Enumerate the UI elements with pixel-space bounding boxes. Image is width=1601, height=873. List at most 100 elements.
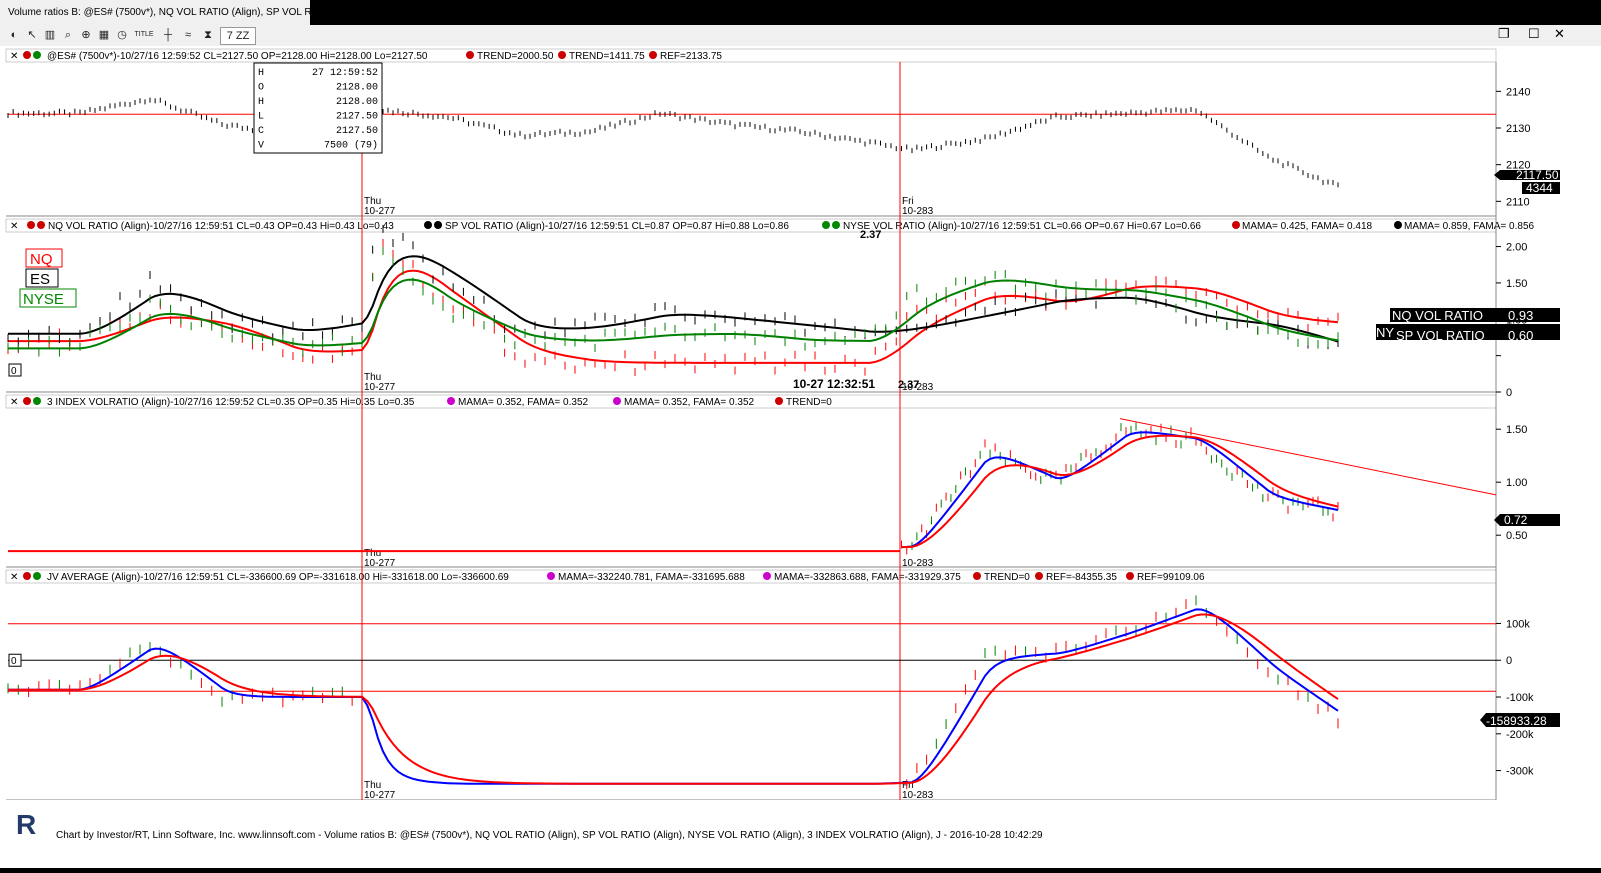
y-tick-label: -200k [1506, 729, 1534, 741]
jv-trend: TREND=0 [984, 572, 1030, 583]
thu-date-label-2: 10-277 [364, 382, 396, 393]
magnify-icon[interactable]: ⊕ [81, 29, 91, 41]
legend-es-box [25, 268, 59, 288]
thu-date-label: 10-277 [364, 206, 396, 217]
ratio-zero-box [8, 363, 22, 377]
pane-close-icon[interactable]: ✕ [10, 221, 18, 232]
y-tick-label: 2130 [1506, 123, 1530, 135]
black-dot-icon [434, 221, 442, 229]
jv-zero-box [8, 653, 22, 667]
index-last-value: 0.72 [1504, 513, 1528, 527]
jv-ref1: REF=-84355.35 [1046, 572, 1117, 583]
mama-dot-icon [1232, 221, 1240, 229]
clock-icon[interactable]: ◷ [117, 29, 127, 41]
maximize-icon[interactable]: ☐ [1528, 26, 1540, 41]
ref-dot-icon [649, 51, 657, 59]
ratio-annot-mid: 2.37 [898, 379, 919, 391]
thu-day-label: Thu [364, 196, 381, 207]
nyse-flag-label: NY [1376, 325, 1394, 340]
calendar-icon[interactable]: ▦ [98, 29, 110, 41]
footer-credit: Chart by Investor/RT, Linn Software, Inc… [56, 830, 1043, 841]
data-window-value: 2128.00 [336, 97, 378, 108]
index-mama1: MAMA= 0.352, FAMA= 0.352 [458, 397, 589, 408]
price-trend2: TREND=1411.75 [569, 51, 645, 62]
trend-dot-icon [973, 572, 981, 580]
index-last-flag: 0.72 [1494, 513, 1560, 527]
thu-day-label-4: Thu [364, 780, 381, 791]
mama2-dot-icon [613, 397, 621, 405]
jv-last-value: -158933.28 [1486, 714, 1547, 728]
price-trend1: TREND=2000.50 [477, 51, 554, 62]
ratio-zero-label: 0 [11, 366, 17, 377]
price-header-text: @ES# (7500v*)-10/27/16 12:59:52 CL=2127.… [47, 51, 428, 62]
trend-dot-icon [466, 51, 474, 59]
thu-day-label-2: Thu [364, 372, 381, 383]
jv-ref2: REF=99109.06 [1137, 572, 1205, 583]
price-last-volume: 4344 [1526, 181, 1553, 195]
y-tick-label: 1.50 [1506, 278, 1527, 290]
pane-close-icon[interactable]: ✕ [10, 572, 18, 583]
restore-icon[interactable]: ❐ [1498, 26, 1510, 41]
trend-dot-icon [775, 397, 783, 405]
pane-close-icon[interactable]: ✕ [10, 397, 18, 408]
data-window-rows: H 27 12:59:52 O 2128.00 H 2128.00 L 2127.50 C 212… [258, 68, 378, 152]
price-last-value: 2117.50 [1516, 168, 1559, 182]
data-window-value: 27 12:59:52 [312, 68, 378, 79]
nq-flag-label: NQ VOL RATIO [1392, 308, 1483, 323]
jv-pane-header: ✕ JV AVERAGE (Align)-10/27/16 12:59:51 C… [5, 569, 1497, 584]
tilde-icon[interactable]: ≈ [184, 29, 192, 41]
bars-icon[interactable]: ▥ [44, 29, 56, 41]
mama-dot-icon [547, 572, 555, 580]
ratio-pane-header: ✕ NQ VOL RATIO (Align)-10/27/16 12:59:51… [5, 218, 1535, 233]
index-fama-line [901, 434, 1339, 549]
index-mama2: MAMA= 0.352, FAMA= 0.352 [624, 397, 755, 408]
chart-toolbar: ◐ ↖ ▥ ⌕ ⊕ ▦ ◷ TITLE ┼ ≈ ⧗ 7 ZZ [0, 25, 1601, 47]
data-window-key: C [258, 126, 264, 137]
zigzag-button[interactable]: 7 ZZ [220, 27, 256, 45]
data-window-value: 2127.50 [336, 126, 378, 137]
ratio-mama2: MAMA= 0.859, FAMA= 0.856 [1404, 221, 1535, 232]
data-window-key: H [258, 97, 264, 108]
fri-date-label-3: 10-283 [902, 558, 934, 569]
index-pane-header: ✕ 3 INDEX VOLRATIO (Align)-10/27/16 12:5… [5, 394, 1497, 409]
zoom-icon[interactable]: ⌕ [64, 29, 72, 41]
pane-close-icon[interactable]: ✕ [10, 51, 18, 62]
price-last-flag: 2117.50 4344 [1494, 168, 1560, 195]
ratio-header-nyse: NYSE VOL RATIO (Align)-10/27/16 12:59:51… [843, 221, 1201, 232]
y-tick-label: 2120 [1506, 160, 1530, 172]
legend-nyse-box [19, 288, 77, 308]
fri-date-label: 10-283 [902, 206, 934, 217]
title-button[interactable]: TITLE [134, 31, 154, 38]
green-dot-icon [822, 221, 830, 229]
y-tick-label: 1.50 [1506, 424, 1527, 436]
index-header-text: 3 INDEX VOLRATIO (Align)-10/27/16 12:59:… [47, 397, 415, 408]
ratio-value-flags: NQ VOL RATIO 0.93 NY SP VOL RATIO 0.60 [1376, 308, 1560, 343]
index-trend-line [1119, 418, 1497, 496]
ratio-header-nq: NQ VOL RATIO (Align)-10/27/16 12:59:51 C… [48, 221, 394, 232]
cycle-icon[interactable]: ◐ [10, 29, 18, 41]
nq-flag-value: 0.93 [1508, 308, 1533, 323]
investor-rt-logo-icon: R [16, 809, 36, 840]
jv-mama1: MAMA=-332240.781, FAMA=-331695.688 [558, 572, 745, 583]
crosshair-icon[interactable]: ┼ [164, 29, 172, 41]
data-window-key: H [258, 68, 264, 79]
mama-dot-icon [447, 397, 455, 405]
close-icon[interactable]: ✕ [1554, 26, 1565, 41]
data-window-value: 2127.50 [336, 112, 378, 123]
y-tick-label: 2140 [1506, 86, 1530, 98]
green-dot-icon [33, 51, 41, 59]
crosshair-time-label: 10-27 12:32:51 [793, 377, 875, 391]
fri-date-label-4: 10-283 [902, 790, 934, 801]
cursor-icon[interactable]: ↖ [27, 29, 37, 41]
ref-dot-icon [1035, 572, 1043, 580]
y-tick-label: 0 [1506, 655, 1512, 667]
y-tick-label: 1.00 [1506, 477, 1527, 489]
red-dot-icon [23, 397, 31, 405]
thu-date-label-4: 10-277 [364, 790, 396, 801]
price-pane-header: ✕ @ES# (7500v*)-10/27/16 12:59:52 CL=212… [5, 48, 1497, 63]
data-window-value: 2128.00 [336, 83, 378, 94]
ratio-ma-line [8, 269, 1339, 364]
hourglass-icon[interactable]: ⧗ [204, 29, 212, 41]
y-tick-label: -100k [1506, 692, 1534, 704]
data-window[interactable] [253, 62, 383, 154]
